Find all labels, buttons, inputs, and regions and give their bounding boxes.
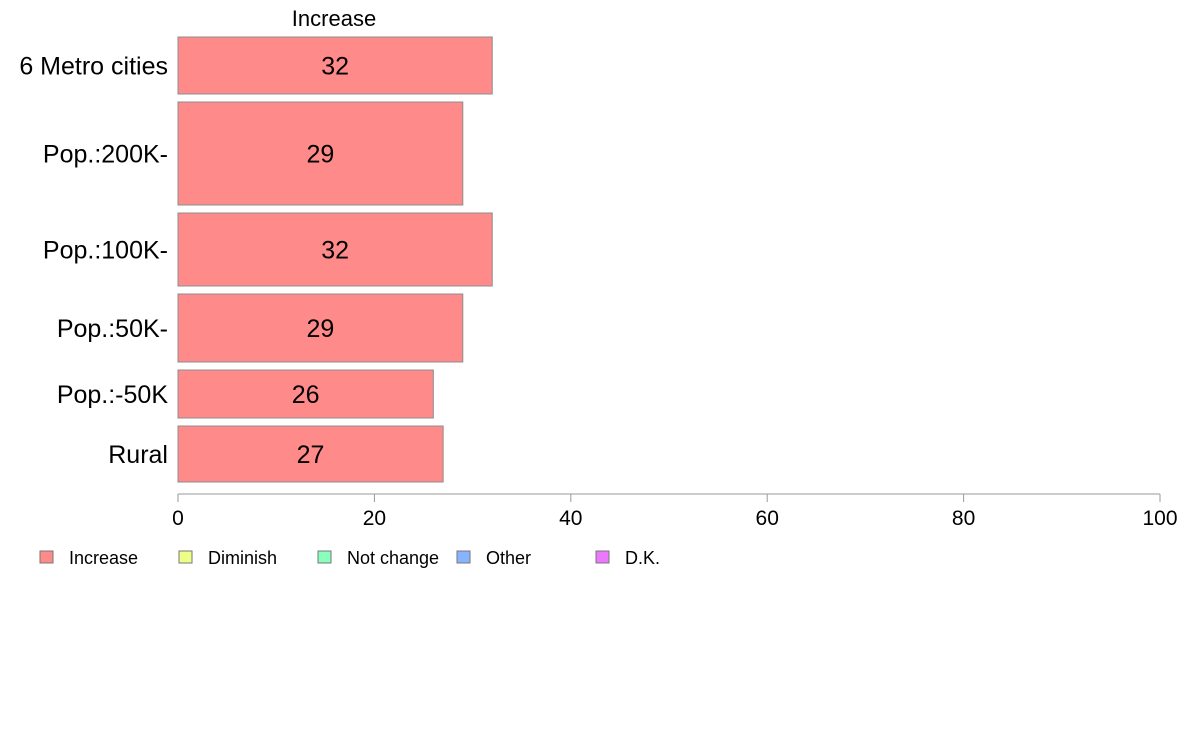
x-tick-label-5: 100 xyxy=(1142,507,1177,530)
data-label-5: 27 xyxy=(297,441,325,469)
bar-2 xyxy=(177,212,493,287)
data-label-2: 32 xyxy=(321,237,349,265)
x-tick-label-4: 80 xyxy=(952,507,975,530)
legend-swatch-4 xyxy=(595,550,610,564)
bar-4 xyxy=(177,369,434,419)
legend-swatch-2 xyxy=(317,550,332,564)
bar-3 xyxy=(177,293,464,363)
x-axis: 0 20 40 60 80 100 xyxy=(172,493,1178,530)
legend-label-1: Diminish xyxy=(208,548,277,568)
legend-label-0: Increase xyxy=(69,548,138,568)
x-tick-label-2: 40 xyxy=(559,507,582,530)
legend-label-2: Not change xyxy=(347,548,439,568)
category-label-2: Pop.:100K- xyxy=(43,237,168,265)
category-label-0: 6 Metro cities xyxy=(19,53,168,81)
data-label-3: 29 xyxy=(306,315,334,343)
data-label-1: 29 xyxy=(306,141,334,169)
category-label-1: Pop.:200K- xyxy=(43,141,168,169)
bar-5 xyxy=(177,425,444,483)
x-tick-label-3: 60 xyxy=(756,507,779,530)
legend-swatch-0 xyxy=(39,550,54,564)
category-label-3: Pop.:50K- xyxy=(57,315,168,343)
bar-1 xyxy=(177,101,464,206)
legend-label-4: D.K. xyxy=(625,548,660,568)
x-tick-label-0: 0 xyxy=(172,507,184,530)
legend-label-3: Other xyxy=(486,548,531,568)
category-label-5: Rural xyxy=(108,441,168,469)
series-title: Increase xyxy=(292,6,376,31)
x-tick-label-1: 20 xyxy=(363,507,386,530)
legend-swatch-3 xyxy=(456,550,471,564)
bar-0 xyxy=(177,36,493,95)
category-label-4: Pop.:-50K xyxy=(57,381,169,409)
bars-group: 32 29 32 29 26 27 xyxy=(177,36,493,483)
data-label-0: 32 xyxy=(321,53,349,81)
category-labels: 6 Metro cities Pop.:200K- Pop.:100K- Pop.:5… xyxy=(19,53,168,470)
legend-swatch-1 xyxy=(178,550,193,564)
legend: Increase Diminish Not change Other D.K. xyxy=(39,548,660,568)
data-label-4: 26 xyxy=(292,381,320,409)
